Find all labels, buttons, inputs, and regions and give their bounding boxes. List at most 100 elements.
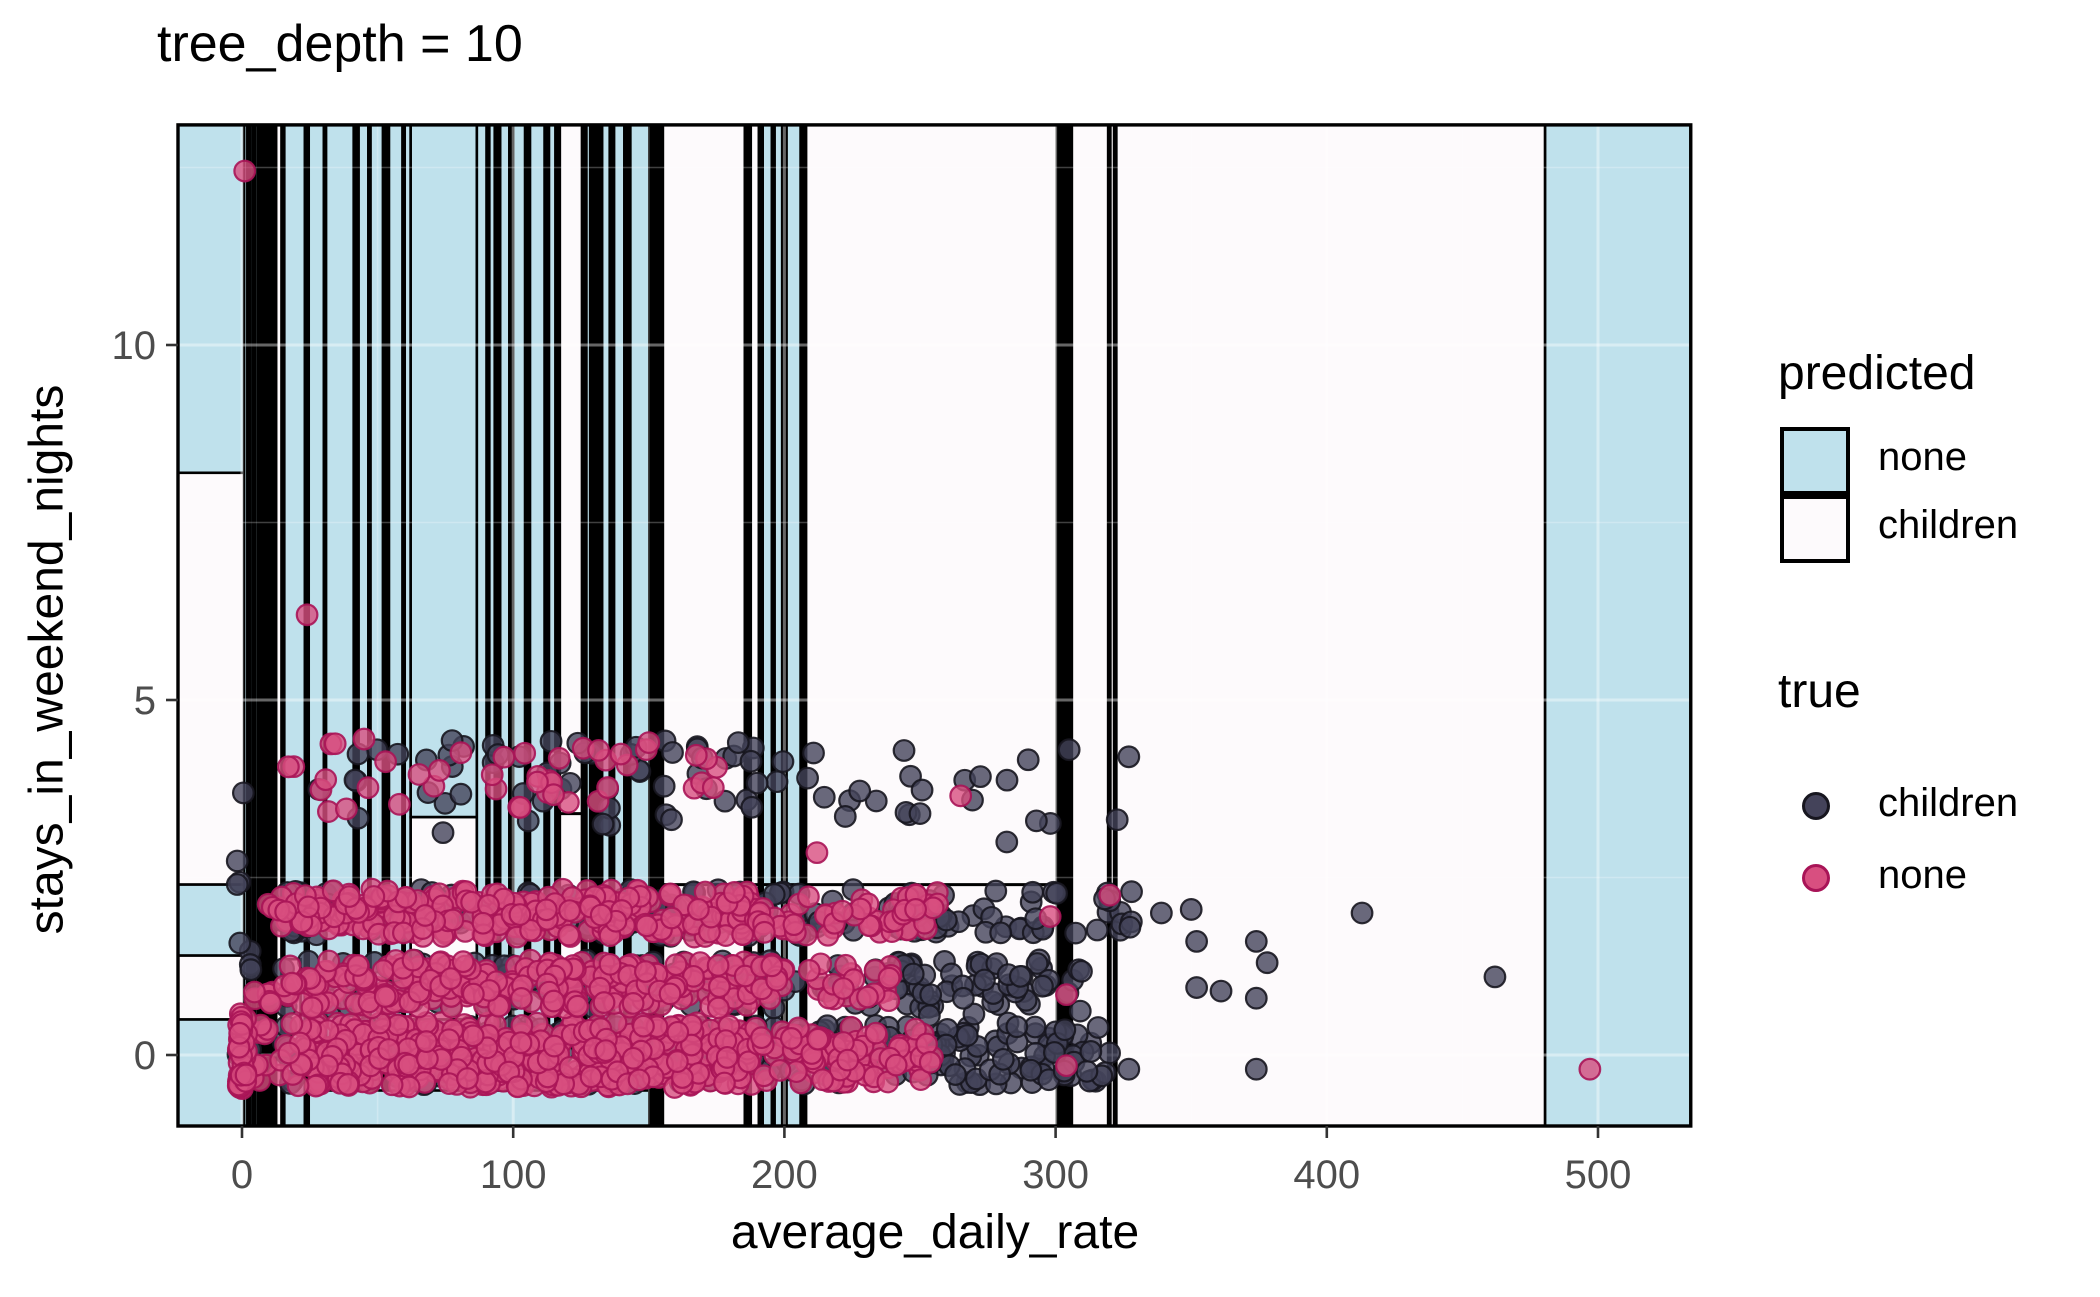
data-point-none xyxy=(621,992,645,1015)
data-point-none xyxy=(558,1055,582,1079)
data-point-none xyxy=(243,980,266,1004)
data-point-none xyxy=(449,741,473,765)
data-point-children xyxy=(833,805,857,828)
legend-swatch-none xyxy=(1780,427,1850,495)
data-point-none xyxy=(334,797,358,821)
x-axis-title: average_daily_rate xyxy=(730,1206,1140,1259)
data-point-children xyxy=(1244,1057,1268,1081)
data-point-none xyxy=(380,1073,404,1097)
decision-region xyxy=(260,124,265,1126)
data-point-none xyxy=(401,948,425,972)
decision-region xyxy=(266,124,271,1126)
data-point-none xyxy=(915,1032,939,1056)
data-point-none xyxy=(1038,905,1062,928)
data-point-children xyxy=(652,774,676,798)
data-point-children xyxy=(919,983,943,1007)
data-point-children xyxy=(1209,979,1233,1003)
data-point-none xyxy=(323,732,347,756)
data-point-children xyxy=(1031,974,1054,998)
data-point-none xyxy=(797,959,821,982)
data-point-none xyxy=(314,768,338,792)
data-point-none xyxy=(701,776,725,800)
data-point-none xyxy=(492,745,516,769)
data-point-children xyxy=(740,795,764,819)
data-point-none xyxy=(519,918,543,942)
data-point-children xyxy=(1255,951,1279,975)
data-point-children xyxy=(1005,1015,1029,1039)
data-point-none xyxy=(949,784,973,808)
data-point-none xyxy=(632,1014,655,1038)
data-point-none xyxy=(439,967,463,991)
data-point-none xyxy=(317,949,341,973)
data-point-none xyxy=(557,923,581,947)
data-point-none xyxy=(352,727,376,751)
data-point-none xyxy=(684,743,708,767)
data-point-children xyxy=(1079,1040,1103,1063)
data-point-none xyxy=(904,898,927,921)
data-point-none xyxy=(1055,1054,1078,1078)
data-point-none xyxy=(280,971,304,995)
data-point-none xyxy=(856,985,879,1009)
data-point-none xyxy=(1055,983,1078,1007)
data-point-none xyxy=(918,1050,942,1074)
data-point-children xyxy=(739,749,763,773)
decision-region xyxy=(177,124,246,475)
data-point-children xyxy=(910,778,934,802)
legend-label-children: children xyxy=(1878,503,2019,547)
panel-border xyxy=(176,123,1693,1128)
decision-region xyxy=(177,471,246,886)
data-point-none xyxy=(836,1048,860,1072)
data-point-none xyxy=(480,763,504,787)
y-tick-label: 0 xyxy=(134,1034,156,1078)
data-point-children xyxy=(225,849,249,873)
data-point-children xyxy=(796,766,819,790)
data-point-none xyxy=(609,742,633,766)
x-tick-label: 300 xyxy=(1022,1153,1089,1197)
data-point-children xyxy=(1070,959,1093,983)
data-point-children xyxy=(1024,809,1048,833)
data-point-none xyxy=(713,1071,736,1095)
data-point-children xyxy=(660,808,683,832)
data-point-none xyxy=(587,738,610,762)
data-point-children xyxy=(1019,1058,1043,1082)
data-point-children xyxy=(1086,1016,1110,1039)
data-point-children xyxy=(892,739,916,762)
data-point-children xyxy=(944,1063,967,1086)
data-point-none xyxy=(374,750,397,774)
data-point-children xyxy=(431,821,455,845)
data-point-children xyxy=(1185,930,1209,953)
data-point-children xyxy=(955,1024,979,1047)
data-point-none xyxy=(558,899,581,923)
legend-dot-none xyxy=(1802,864,1830,892)
data-point-children xyxy=(989,921,1013,945)
x-tick-label: 500 xyxy=(1565,1153,1632,1197)
data-point-none xyxy=(534,898,558,922)
data-point-none xyxy=(666,1020,690,1044)
legend-label-none: none xyxy=(1878,435,1967,479)
data-point-none xyxy=(864,1021,888,1045)
data-point-children xyxy=(1105,808,1129,832)
panel-content xyxy=(177,124,1691,1126)
data-point-children xyxy=(995,768,1019,792)
data-point-none xyxy=(637,731,661,754)
y-axis-title: stays_in_weekend_nights xyxy=(20,384,74,935)
data-point-none xyxy=(337,885,361,908)
data-point-none xyxy=(877,966,901,990)
data-point-none xyxy=(830,899,854,923)
y-tick-label: 10 xyxy=(111,324,156,368)
data-point-children xyxy=(1483,965,1507,989)
data-point-none xyxy=(542,783,565,807)
data-point-children xyxy=(239,958,263,982)
data-point-none xyxy=(362,885,386,908)
data-point-children xyxy=(1016,748,1040,772)
data-point-children xyxy=(995,830,1019,854)
decision-region xyxy=(409,124,479,819)
data-point-none xyxy=(635,914,659,938)
data-point-children xyxy=(1085,918,1109,942)
data-point-none xyxy=(715,1046,739,1069)
data-point-none xyxy=(461,1024,485,1048)
data-point-none xyxy=(768,1058,792,1082)
data-point-children xyxy=(1045,881,1069,905)
data-point-children xyxy=(231,781,255,805)
